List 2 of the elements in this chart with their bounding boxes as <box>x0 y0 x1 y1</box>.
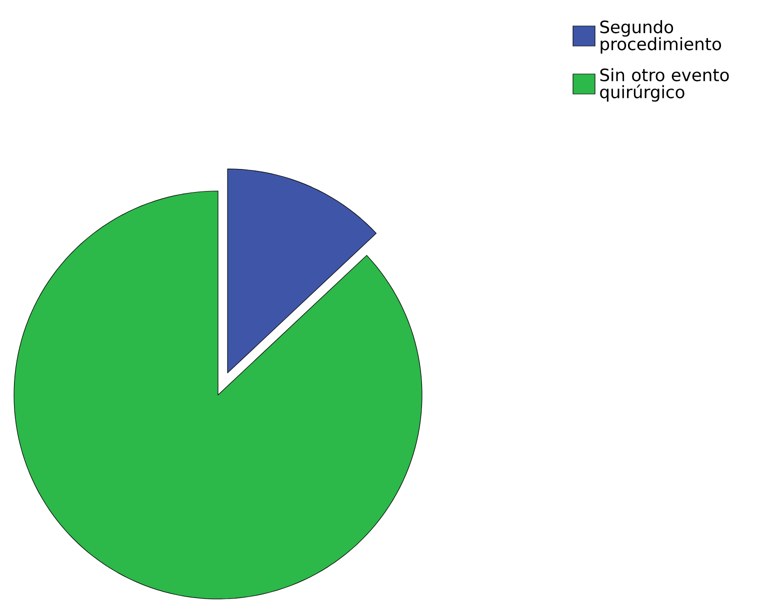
legend-label: Sin otro evento quirúrgico <box>600 68 729 102</box>
legend-label: Segundo procedimiento <box>600 20 722 54</box>
